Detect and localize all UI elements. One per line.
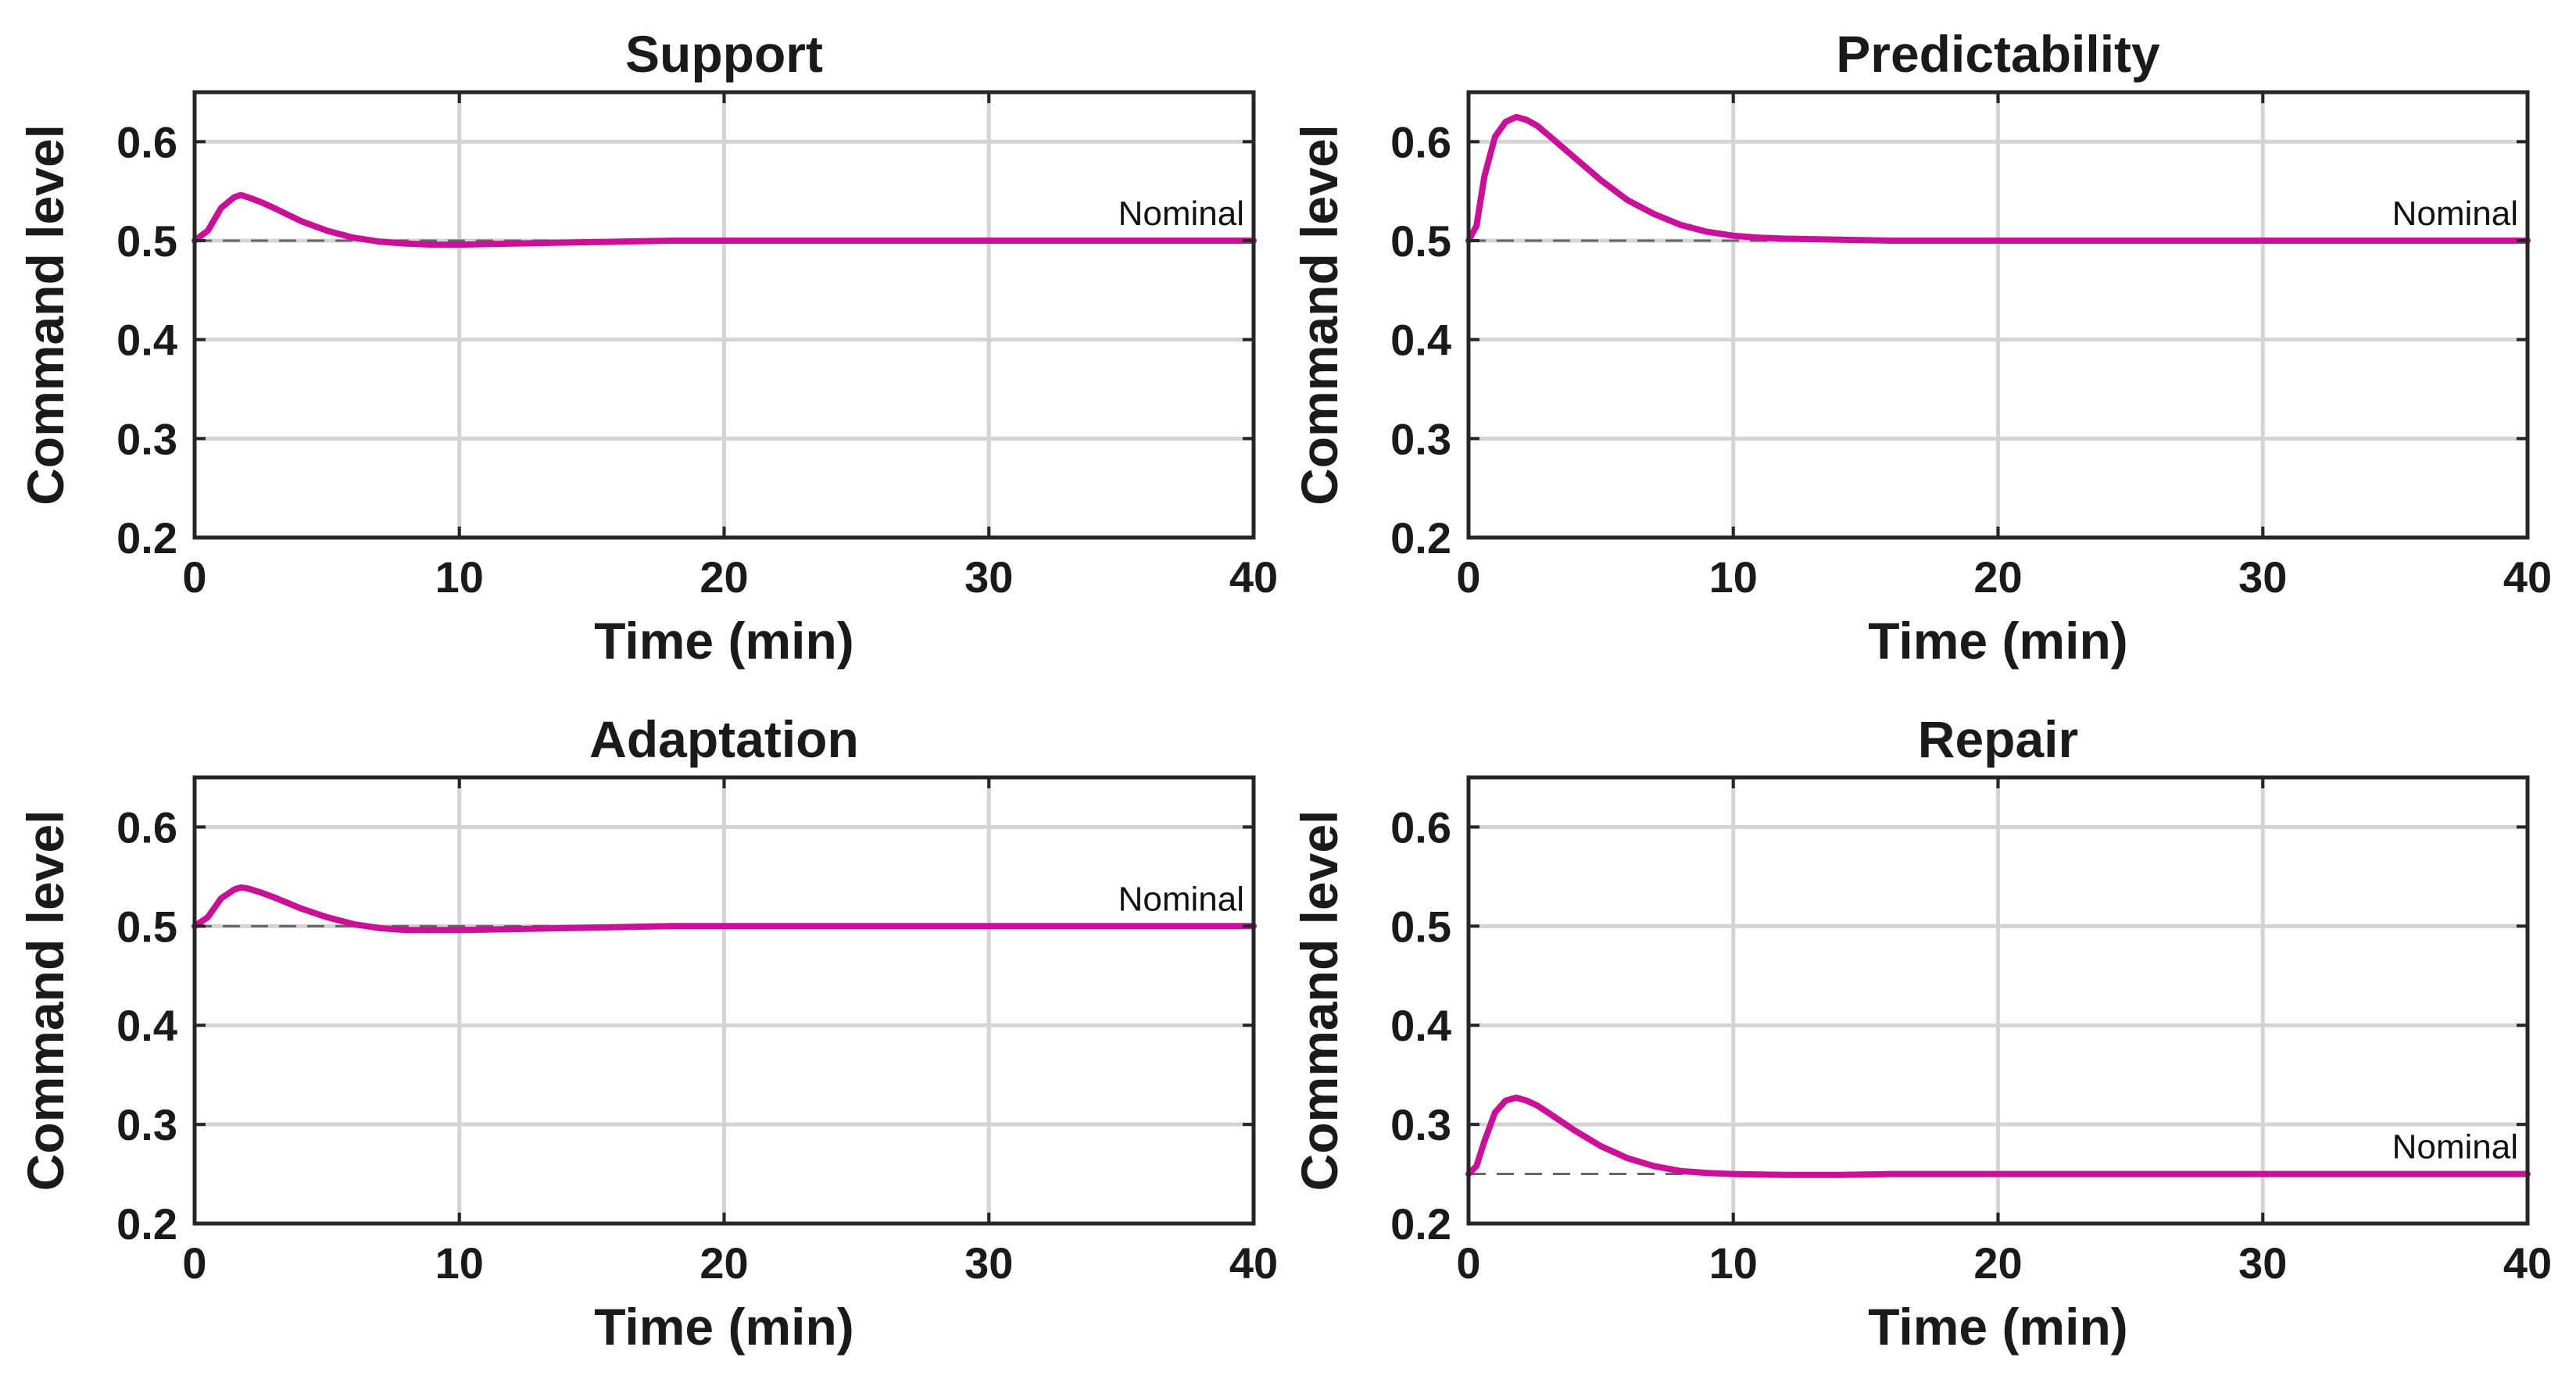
y-tick-label: 0.3 [1390,1100,1451,1149]
x-tick-label: 0 [1456,1238,1480,1288]
x-tick-label: 40 [2503,1238,2552,1288]
y-tick-label: 0.6 [116,802,177,852]
x-tick-label: 30 [2238,1238,2287,1288]
panel-title: Support [625,25,823,83]
y-tick-label: 0.4 [116,1001,177,1050]
x-tick-label: 0 [182,552,206,602]
x-tick-label: 20 [699,1238,748,1288]
x-tick-label: 10 [1709,1238,1758,1288]
y-axis-label: Command level [1290,810,1348,1192]
x-tick-label: 0 [1456,552,1480,602]
y-tick-label: 0.5 [116,902,177,951]
x-axis-label: Time (min) [594,1298,853,1356]
y-tick-label: 0.4 [1390,316,1451,365]
y-tick-label: 0.6 [1390,117,1451,166]
chart-panel-3: Nominal 0 10 20 30 40 0.2 0.3 0.4 0.5 0.6 Adaptatio… [16,710,1278,1356]
panel-title: Adaptation [589,710,859,768]
y-tick-label: 0.3 [116,1100,177,1149]
x-tick-label: 20 [699,552,748,602]
x-tick-label: 40 [1229,1238,1278,1288]
series-line-1 [1465,113,2531,244]
y-tick-label: 0.4 [1390,1001,1451,1050]
x-tick-label: 10 [1709,552,1758,602]
x-tick-label: 10 [435,1238,484,1288]
chart-panel-2: Nominal 0 10 20 30 40 0.2 0.3 0.4 0.5 0.6 Predictab… [1290,25,2552,670]
x-tick-label: 30 [2238,552,2287,602]
y-tick-label: 0.5 [116,216,177,266]
nominal-annotation: Nominal [2392,195,2518,233]
nominal-annotation: Nominal [1118,880,1244,918]
y-axis-label: Command level [1290,124,1348,506]
series-line-1 [191,884,1257,934]
x-axis-label: Time (min) [1868,1298,2127,1356]
chart-panel-4: Nominal 0 10 20 30 40 0.2 0.3 0.4 0.5 0.6 Repair Tim… [1290,710,2552,1356]
y-axis-label: Command level [16,810,74,1192]
nominal-annotation: Nominal [1118,195,1244,233]
x-axis-label: Time (min) [594,612,853,670]
x-tick-label: 20 [1973,1238,2022,1288]
y-tick-label: 0.4 [116,316,177,365]
y-axis-label: Command level [16,124,74,506]
series-line-1 [191,191,1257,248]
y-tick-label: 0.5 [1390,902,1451,951]
x-tick-label: 40 [2503,552,2552,602]
y-tick-label: 0.6 [116,117,177,166]
nominal-annotation: Nominal [2392,1128,2518,1167]
x-tick-label: 40 [1229,552,1278,602]
y-tick-label: 0.2 [116,1199,177,1249]
y-tick-label: 0.2 [1390,513,1451,563]
x-tick-label: 30 [964,552,1013,602]
x-tick-label: 10 [435,552,484,602]
chart-panel-1: Nominal 0 10 20 30 40 0.2 0.3 0.4 0.5 0.6 Support Ti… [16,25,1278,670]
panel-title: Repair [1918,710,2078,768]
x-tick-label: 30 [964,1238,1013,1288]
y-tick-label: 0.2 [1390,1199,1451,1249]
panel-title: Predictability [1836,25,2160,83]
y-tick-label: 0.3 [116,414,177,463]
y-tick-label: 0.6 [1390,802,1451,852]
y-tick-label: 0.5 [1390,216,1451,266]
x-tick-label: 0 [182,1238,206,1288]
y-tick-label: 0.2 [116,513,177,563]
x-axis-label: Time (min) [1868,612,2127,670]
x-tick-label: 20 [1973,552,2022,602]
y-tick-label: 0.3 [1390,414,1451,463]
series-line-1 [1465,1094,2531,1178]
